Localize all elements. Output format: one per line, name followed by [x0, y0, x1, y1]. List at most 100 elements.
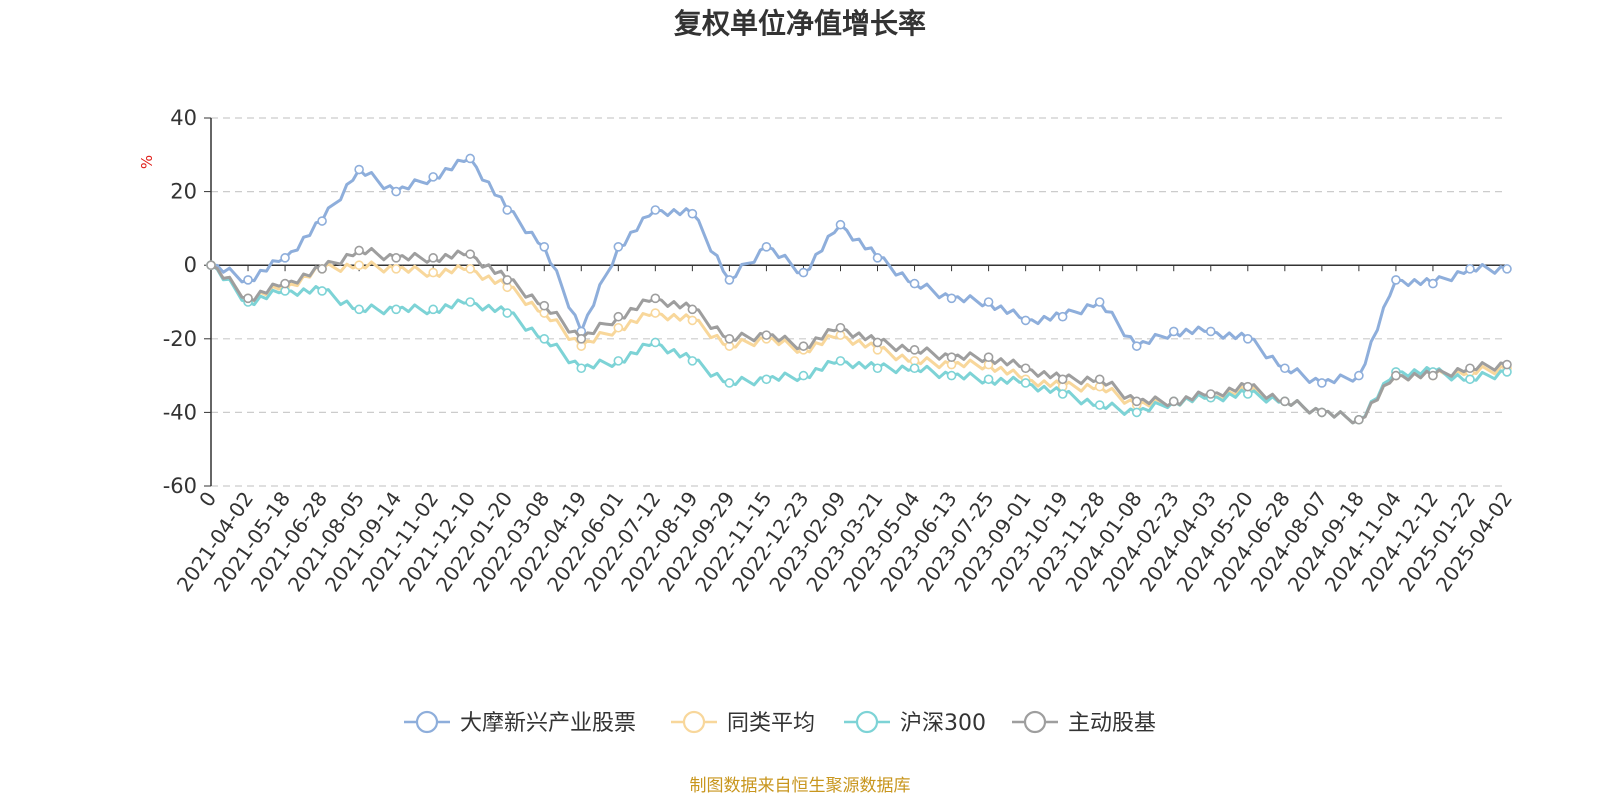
- data-point[interactable]: [391, 253, 401, 263]
- data-point[interactable]: [1280, 396, 1290, 407]
- legend-item[interactable]: 同类平均: [671, 710, 815, 736]
- data-point[interactable]: [1391, 370, 1401, 381]
- data-point[interactable]: [206, 260, 216, 271]
- data-point[interactable]: [1243, 381, 1253, 392]
- data-point[interactable]: [539, 300, 550, 311]
- series-line[interactable]: [210, 260, 1508, 425]
- series-line[interactable]: [210, 157, 1508, 385]
- data-point[interactable]: [280, 253, 290, 263]
- data-point[interactable]: [650, 337, 661, 348]
- data-point[interactable]: [465, 249, 476, 259]
- data-point[interactable]: [1094, 374, 1105, 385]
- data-point[interactable]: [983, 352, 994, 363]
- data-point[interactable]: [687, 304, 698, 315]
- data-point[interactable]: [613, 311, 624, 322]
- data-point[interactable]: [243, 275, 253, 285]
- data-point[interactable]: [1465, 363, 1475, 374]
- data-point[interactable]: [1243, 333, 1253, 344]
- data-point[interactable]: [1020, 315, 1031, 326]
- data-point[interactable]: [909, 278, 920, 289]
- data-point[interactable]: [1502, 264, 1512, 274]
- data-point[interactable]: [465, 297, 476, 307]
- data-point[interactable]: [502, 205, 513, 215]
- data-point[interactable]: [1094, 297, 1105, 307]
- data-point[interactable]: [613, 322, 624, 333]
- data-point[interactable]: [835, 356, 846, 366]
- data-point[interactable]: [354, 245, 364, 256]
- data-point[interactable]: [687, 208, 698, 219]
- data-point[interactable]: [835, 219, 846, 230]
- data-point[interactable]: [502, 308, 513, 318]
- legend-item[interactable]: 沪深300: [844, 710, 986, 736]
- data-point[interactable]: [1057, 311, 1068, 322]
- data-point[interactable]: [946, 370, 957, 381]
- data-point[interactable]: [650, 308, 661, 318]
- data-point[interactable]: [983, 297, 994, 307]
- data-point[interactable]: [724, 275, 735, 285]
- data-point[interactable]: [1057, 374, 1068, 385]
- data-point[interactable]: [1057, 389, 1068, 399]
- data-point[interactable]: [428, 172, 438, 182]
- data-point[interactable]: [1131, 341, 1142, 351]
- data-point[interactable]: [946, 293, 957, 304]
- data-point[interactable]: [576, 333, 587, 344]
- data-point[interactable]: [1094, 400, 1105, 410]
- data-point[interactable]: [1131, 396, 1142, 407]
- data-point[interactable]: [428, 253, 438, 263]
- data-point[interactable]: [354, 260, 364, 271]
- data-point[interactable]: [946, 352, 957, 363]
- data-point[interactable]: [1280, 363, 1290, 374]
- data-point[interactable]: [983, 374, 994, 385]
- data-point[interactable]: [354, 304, 364, 315]
- data-point[interactable]: [391, 264, 401, 274]
- data-point[interactable]: [909, 363, 920, 374]
- data-point[interactable]: [687, 356, 698, 366]
- data-point[interactable]: [872, 253, 883, 263]
- data-point[interactable]: [317, 216, 327, 226]
- data-point[interactable]: [798, 370, 809, 381]
- data-point[interactable]: [354, 164, 364, 175]
- data-point[interactable]: [872, 363, 883, 374]
- data-point[interactable]: [317, 286, 327, 296]
- data-point[interactable]: [243, 293, 253, 304]
- data-point[interactable]: [909, 345, 920, 355]
- data-point[interactable]: [428, 267, 438, 278]
- legend[interactable]: 大摩新兴产业股票 同类平均 沪深300 主动股基: [404, 710, 1156, 736]
- data-point[interactable]: [502, 275, 513, 285]
- series-line[interactable]: [210, 263, 1508, 425]
- data-point[interactable]: [576, 363, 587, 374]
- data-point[interactable]: [1317, 407, 1327, 418]
- data-point[interactable]: [761, 242, 772, 252]
- data-point[interactable]: [1354, 370, 1364, 381]
- data-point[interactable]: [539, 333, 550, 344]
- data-point[interactable]: [1131, 407, 1142, 418]
- data-point[interactable]: [761, 330, 772, 340]
- data-point[interactable]: [1502, 359, 1512, 370]
- data-point[interactable]: [1391, 275, 1401, 285]
- data-point[interactable]: [1020, 378, 1031, 388]
- data-point[interactable]: [798, 267, 809, 278]
- data-point[interactable]: [650, 205, 661, 215]
- data-point[interactable]: [1168, 396, 1179, 407]
- data-point[interactable]: [1168, 326, 1179, 337]
- data-point[interactable]: [1465, 264, 1475, 274]
- data-point[interactable]: [613, 242, 624, 252]
- data-point[interactable]: [761, 374, 772, 385]
- data-point[interactable]: [835, 322, 846, 333]
- data-point[interactable]: [428, 304, 438, 315]
- data-point[interactable]: [465, 264, 476, 274]
- data-point[interactable]: [650, 293, 661, 304]
- data-point[interactable]: [465, 153, 476, 164]
- data-point[interactable]: [724, 333, 735, 344]
- data-point[interactable]: [1205, 326, 1216, 337]
- data-point[interactable]: [724, 378, 735, 388]
- data-point[interactable]: [391, 186, 401, 197]
- data-point[interactable]: [317, 264, 327, 274]
- data-point[interactable]: [1428, 278, 1438, 289]
- data-point[interactable]: [1428, 370, 1438, 381]
- data-point[interactable]: [280, 278, 290, 289]
- data-point[interactable]: [1317, 378, 1327, 388]
- data-point[interactable]: [539, 242, 550, 252]
- data-point[interactable]: [687, 315, 698, 326]
- legend-item[interactable]: 主动股基: [1012, 710, 1156, 736]
